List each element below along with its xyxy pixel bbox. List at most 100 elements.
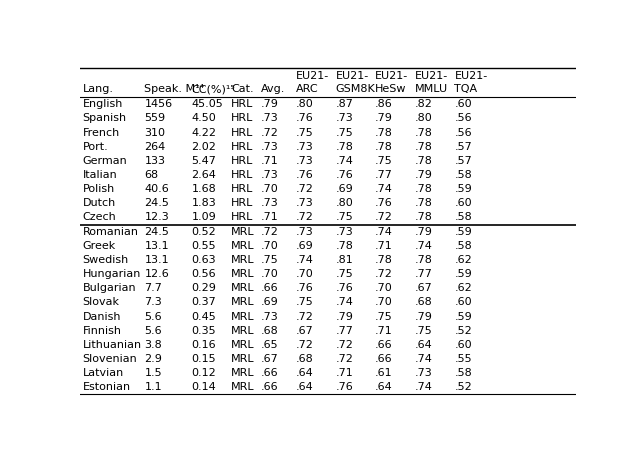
Text: .79: .79 (375, 114, 393, 123)
Text: EU21-: EU21- (296, 71, 329, 81)
Text: .59: .59 (454, 227, 472, 237)
Text: .73: .73 (261, 198, 279, 208)
Text: English: English (83, 99, 123, 109)
Text: .66: .66 (261, 368, 278, 378)
Text: .72: .72 (261, 128, 279, 138)
Text: .72: .72 (296, 184, 314, 194)
Text: .74: .74 (415, 241, 433, 251)
Text: .58: .58 (454, 368, 472, 378)
Text: HRL: HRL (231, 198, 253, 208)
Text: Latvian: Latvian (83, 368, 124, 378)
Text: .67: .67 (415, 283, 433, 293)
Text: .60: .60 (454, 297, 472, 307)
Text: 1.83: 1.83 (191, 198, 216, 208)
Text: 1.09: 1.09 (191, 212, 216, 222)
Text: .70: .70 (375, 297, 393, 307)
Text: ARC: ARC (296, 84, 318, 94)
Text: .72: .72 (375, 269, 393, 279)
Text: 12.6: 12.6 (145, 269, 169, 279)
Text: .57: .57 (454, 156, 472, 166)
Text: GSM8K: GSM8K (335, 84, 375, 94)
Text: .73: .73 (296, 198, 314, 208)
Text: 5.47: 5.47 (191, 156, 216, 166)
Text: German: German (83, 156, 127, 166)
Text: Czech: Czech (83, 212, 116, 222)
Text: .76: .76 (296, 283, 314, 293)
Text: .66: .66 (375, 340, 393, 350)
Text: Speak. M¹⁴: Speak. M¹⁴ (145, 84, 205, 94)
Text: Polish: Polish (83, 184, 115, 194)
Text: .76: .76 (335, 283, 353, 293)
Text: .79: .79 (415, 170, 433, 180)
Text: Lang.: Lang. (83, 84, 113, 94)
Text: 2.9: 2.9 (145, 354, 163, 364)
Text: MRL: MRL (231, 227, 255, 237)
Text: .78: .78 (375, 128, 393, 138)
Text: .73: .73 (335, 227, 353, 237)
Text: .62: .62 (454, 255, 472, 265)
Text: 7.3: 7.3 (145, 297, 162, 307)
Text: HRL: HRL (231, 142, 253, 152)
Text: .66: .66 (261, 382, 278, 392)
Text: .55: .55 (454, 354, 472, 364)
Text: .77: .77 (375, 170, 393, 180)
Text: .86: .86 (375, 99, 393, 109)
Text: .64: .64 (296, 382, 314, 392)
Text: .79: .79 (415, 227, 433, 237)
Text: HRL: HRL (231, 99, 253, 109)
Text: .68: .68 (261, 326, 279, 336)
Text: .76: .76 (296, 170, 314, 180)
Text: 133: 133 (145, 156, 166, 166)
Text: Hungarian: Hungarian (83, 269, 141, 279)
Text: .78: .78 (335, 142, 353, 152)
Text: .78: .78 (335, 241, 353, 251)
Text: .67: .67 (261, 354, 279, 364)
Text: .71: .71 (261, 212, 279, 222)
Text: .78: .78 (415, 142, 433, 152)
Text: .72: .72 (296, 311, 314, 321)
Text: .66: .66 (261, 283, 278, 293)
Text: .73: .73 (415, 368, 433, 378)
Text: .60: .60 (454, 340, 472, 350)
Text: .58: .58 (454, 170, 472, 180)
Text: .79: .79 (261, 99, 279, 109)
Text: .66: .66 (375, 354, 393, 364)
Text: MRL: MRL (231, 354, 255, 364)
Text: 310: 310 (145, 128, 166, 138)
Text: HRL: HRL (231, 156, 253, 166)
Text: .59: .59 (454, 311, 472, 321)
Text: .74: .74 (296, 255, 314, 265)
Text: .58: .58 (454, 241, 472, 251)
Text: 5.6: 5.6 (145, 311, 162, 321)
Text: .60: .60 (454, 198, 472, 208)
Text: .82: .82 (415, 99, 433, 109)
Text: .81: .81 (335, 255, 353, 265)
Text: .78: .78 (375, 142, 393, 152)
Text: .73: .73 (261, 142, 279, 152)
Text: MRL: MRL (231, 283, 255, 293)
Text: MRL: MRL (231, 382, 255, 392)
Text: Greek: Greek (83, 241, 116, 251)
Text: .76: .76 (375, 198, 393, 208)
Text: .72: .72 (335, 340, 353, 350)
Text: .78: .78 (415, 184, 433, 194)
Text: 7.7: 7.7 (145, 283, 163, 293)
Text: French: French (83, 128, 120, 138)
Text: 0.52: 0.52 (191, 227, 216, 237)
Text: .73: .73 (261, 170, 279, 180)
Text: Slovak: Slovak (83, 297, 120, 307)
Text: .62: .62 (454, 283, 472, 293)
Text: HRL: HRL (231, 184, 253, 194)
Text: .74: .74 (335, 156, 353, 166)
Text: .75: .75 (375, 156, 393, 166)
Text: 1.68: 1.68 (191, 184, 216, 194)
Text: 24.5: 24.5 (145, 227, 170, 237)
Text: .69: .69 (261, 297, 279, 307)
Text: EU21-: EU21- (415, 71, 448, 81)
Text: MRL: MRL (231, 368, 255, 378)
Text: 68: 68 (145, 170, 159, 180)
Text: .73: .73 (261, 114, 279, 123)
Text: 0.63: 0.63 (191, 255, 216, 265)
Text: Cat.: Cat. (231, 84, 254, 94)
Text: CC(%)¹⁵: CC(%)¹⁵ (191, 84, 236, 94)
